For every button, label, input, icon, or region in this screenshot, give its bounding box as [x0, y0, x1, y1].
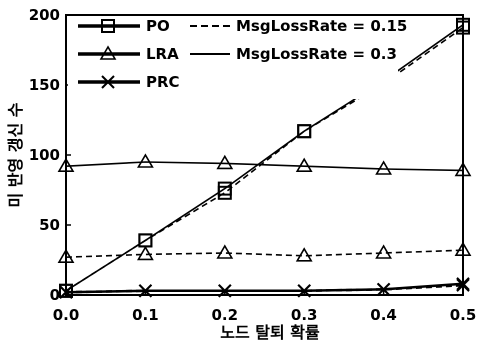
x-tick-label: 0.5: [450, 306, 477, 324]
legend-item: MsgLossRate = 0.3: [190, 45, 397, 63]
legend-item: MsgLossRate = 0.15: [190, 17, 407, 35]
data-point: [216, 244, 234, 259]
x-tick-label: 0.0: [53, 306, 80, 324]
series-line: [65, 249, 464, 258]
legend-label: MsgLossRate = 0.3: [236, 45, 397, 63]
data-point: [137, 153, 154, 168]
legend-label: PO: [146, 17, 170, 35]
data-point: [375, 160, 392, 175]
x-axis-label: 노드 탈퇴 확률: [220, 323, 320, 342]
data-point: [216, 154, 234, 170]
y-tick-label: 0: [50, 286, 60, 304]
series-line: [65, 282, 464, 294]
data-point: [295, 247, 313, 262]
y-tick-label: 100: [29, 146, 60, 164]
x-tick-label: 0.2: [212, 306, 239, 324]
legend-item: PRC: [78, 73, 180, 91]
x-tick-label: 0.1: [132, 306, 159, 324]
data-point: [295, 157, 313, 172]
legend-item: LRA: [78, 45, 179, 63]
y-axis-label: 미 반영 갱신 수: [6, 102, 25, 207]
legend-label: PRC: [146, 73, 180, 91]
data-point: [217, 181, 232, 196]
x-tick-label: 0.3: [291, 306, 318, 324]
legend-marker: [101, 75, 115, 89]
legend-label: MsgLossRate = 0.15: [236, 17, 407, 35]
data-point: [137, 245, 154, 261]
legend: PO LRA PRC MsgLossRate = 0.15 MsgLossRate = …: [68, 17, 407, 99]
legend-marker: [99, 45, 117, 60]
legend-label: LRA: [146, 45, 179, 63]
x-tick-label: 0.4: [370, 306, 397, 324]
series-triangle-solid: [57, 153, 472, 177]
legend-marker: [101, 19, 115, 33]
data-point: [376, 282, 391, 297]
data-point: [375, 244, 392, 259]
legend-item: PO: [78, 17, 170, 35]
series-line: [65, 161, 464, 172]
y-tick-label: 200: [29, 6, 60, 24]
ticks-layer: 0.0 0.1 0.2 0.3 0.4 0.5 0 50 100 150 200: [29, 6, 477, 324]
y-tick-label: 150: [29, 76, 60, 94]
data-point: [297, 124, 312, 139]
series-triangle-dashed: [57, 241, 472, 264]
legend-box: [68, 17, 398, 99]
y-tick-label: 50: [39, 216, 60, 234]
